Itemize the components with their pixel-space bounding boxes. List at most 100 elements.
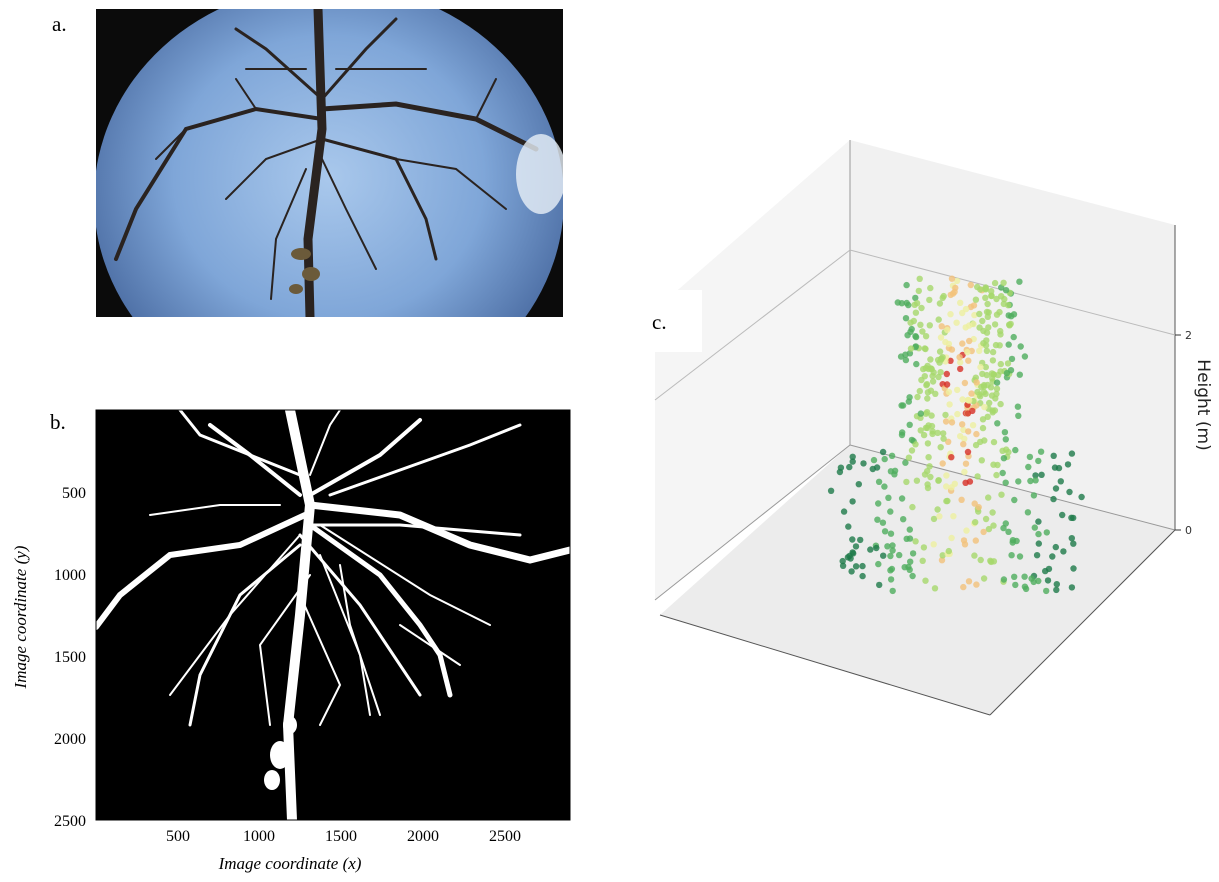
scatter-point [988, 392, 996, 399]
scatter-point [957, 365, 964, 373]
scatter-point [981, 437, 988, 444]
binary-mask-plot: 500 1000 1500 2000 2500 500 1000 1500 20… [11, 405, 574, 873]
scatter-point [923, 381, 931, 388]
scatter-point [1001, 429, 1009, 436]
scatter-point [887, 552, 894, 560]
scatter-point [998, 284, 1005, 291]
scatter-point [991, 321, 999, 328]
scatter-point [889, 542, 896, 549]
scatter-point [975, 504, 982, 511]
scatter-point [927, 365, 935, 372]
scatter-point [1015, 412, 1022, 419]
scatter-point [928, 412, 935, 419]
scatter-point [1014, 403, 1022, 410]
scatter-point [1044, 577, 1052, 584]
scatter-point [942, 418, 950, 425]
scatter-point [917, 321, 924, 328]
scatter-point [964, 448, 972, 456]
scatter-point [839, 562, 847, 569]
y-axis-label: Image coordinate (y) [11, 545, 30, 689]
scatter-point [848, 568, 855, 575]
scatter-point [897, 353, 905, 360]
scatter-point [966, 337, 973, 345]
scatter-point [965, 578, 973, 585]
scatter-point [927, 356, 934, 363]
scatter-point [887, 567, 894, 574]
scatter-point [1000, 455, 1008, 462]
scatter-point [907, 558, 914, 565]
scatter-point [984, 313, 991, 320]
scatter-point [918, 376, 925, 384]
scatter-point [940, 430, 947, 437]
scatter-point [860, 460, 867, 467]
scatter-point [948, 454, 955, 461]
scatter-point [945, 547, 952, 555]
mask-image-area [96, 410, 570, 820]
scatter-point [962, 479, 969, 486]
scatter-point [855, 481, 862, 488]
scatter-point [938, 323, 945, 330]
scatter-point [1000, 279, 1007, 286]
scatter-point [959, 421, 966, 428]
x-tick-2000: 2000 [407, 828, 439, 845]
scatter-point [982, 390, 989, 398]
scatter-point [971, 311, 978, 319]
scatter-point [932, 390, 939, 397]
scatter-point [938, 557, 946, 564]
scatter-point [924, 395, 931, 402]
scatter-point [965, 396, 972, 404]
scatter-point [956, 354, 963, 361]
scatter-point [875, 500, 882, 507]
scatter-point [970, 302, 978, 309]
scatter-point [912, 309, 920, 316]
scatter-point [1021, 353, 1029, 360]
scatter-point [984, 381, 991, 389]
scatter-point [969, 407, 976, 415]
scatter-point [989, 375, 996, 382]
scatter-point [906, 566, 913, 573]
scatter-point [985, 324, 992, 331]
scatter-point [908, 436, 916, 444]
scatter-point [1004, 360, 1012, 367]
scatter-point [943, 381, 951, 388]
scatter-point [1068, 450, 1076, 457]
scatter-point [889, 587, 896, 595]
scatter-point [904, 332, 911, 339]
scatter-point [1060, 548, 1067, 555]
scatter-point [1008, 552, 1015, 559]
scatter-point [903, 478, 910, 486]
scatter-point [964, 349, 971, 356]
scatter-point [976, 347, 983, 355]
scatter-point [961, 468, 968, 476]
scatter-point [1070, 514, 1077, 522]
scatter-point [846, 463, 853, 471]
scatter-point [953, 277, 961, 285]
scatter-point [963, 527, 970, 534]
scatter-point [997, 360, 1004, 368]
scatter-point [917, 427, 924, 434]
scatter-point [1006, 321, 1013, 328]
scatter-point [1002, 479, 1009, 486]
scatter-point [912, 343, 919, 350]
scatter-point [1053, 581, 1060, 588]
panel-label-c-box: c. [647, 290, 702, 352]
scatter-point [1031, 524, 1038, 531]
scatter-point [922, 410, 930, 417]
scatter-point [988, 292, 995, 300]
scatter-point [879, 448, 887, 456]
scatter-point [948, 346, 956, 353]
scatter-point [905, 454, 913, 461]
scatter-point [918, 304, 925, 312]
scatter-point [929, 378, 937, 385]
scatter-point [937, 369, 944, 376]
binary-mask-figure: 500 1000 1500 2000 2500 500 1000 1500 20… [0, 395, 620, 877]
scatter-point [921, 345, 928, 352]
scatter-point [982, 515, 990, 523]
scatter-point [959, 340, 966, 347]
scatter-point [994, 420, 1001, 427]
scatter-point [1064, 461, 1072, 468]
scatter-point [1037, 448, 1045, 455]
scatter-point [982, 294, 989, 301]
scatter-point [1049, 553, 1056, 560]
scatter-point [926, 463, 933, 470]
